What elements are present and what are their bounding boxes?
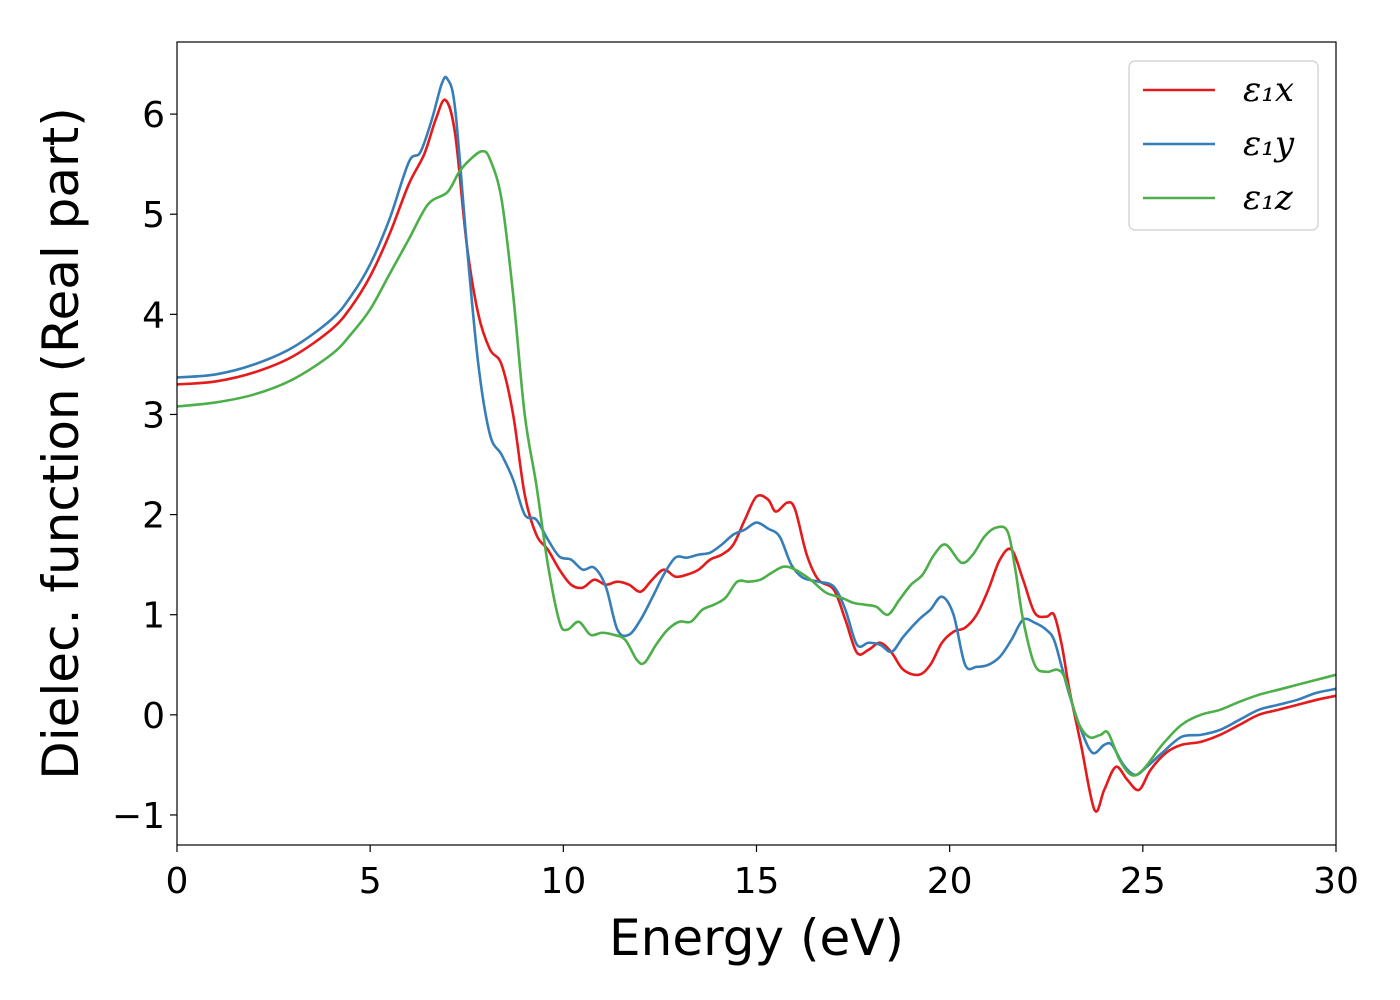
y-tick-label: −1 [112,796,165,837]
x-tick-label: 10 [540,861,586,902]
legend-label-1: ε₁y [1243,124,1295,164]
x-axis-title: Energy (eV) [609,909,904,967]
y-tick-label: 6 [142,95,165,136]
x-tick-label: 15 [734,861,780,902]
x-tick-label: 0 [166,861,189,902]
y-tick-label: 2 [142,496,165,537]
y-tick-label: 3 [142,395,165,436]
series-line-2 [177,149,1336,777]
x-tick-label: 30 [1313,861,1359,902]
series-layer [177,75,1336,813]
legend: ε₁x ε₁y ε₁z [1128,60,1319,231]
y-tick-label: 5 [142,195,165,236]
y-tick-label: 4 [142,295,165,336]
y-axis-title: Dielec. function (Real part) [32,107,90,779]
legend-box [1128,60,1319,231]
y-tick-label: 1 [142,596,165,637]
legend-label-2: ε₁z [1243,178,1294,218]
y-tick-label: 0 [142,696,165,737]
x-tick-label: 20 [927,861,973,902]
x-tick-label: 25 [1120,861,1166,902]
series-line-0 [177,98,1336,813]
series-line-1 [177,75,1336,777]
x-tick-label: 5 [359,861,382,902]
legend-label-0: ε₁x [1243,70,1294,110]
